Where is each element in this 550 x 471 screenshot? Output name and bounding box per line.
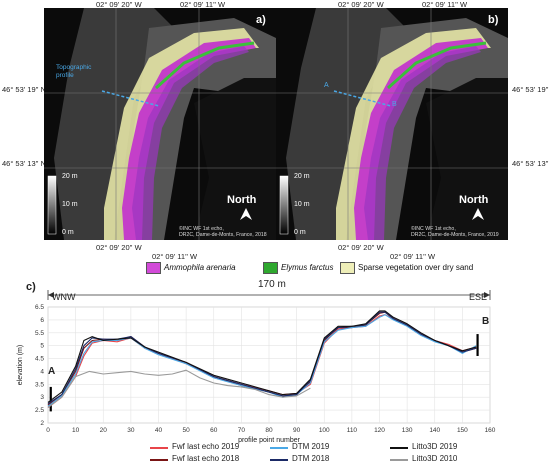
x-tick-label: 20: [100, 427, 108, 434]
scalebar-b-bot: 0 m: [294, 229, 306, 236]
y-tick-label: 2.5: [35, 407, 44, 414]
x-tick-label: 70: [238, 427, 246, 434]
span-arrow-left-head: [48, 292, 54, 298]
legend-series-label: Fwf last echo 2018: [172, 454, 240, 463]
legend-label-ammophila: Ammophila arenaria: [164, 263, 236, 272]
x-tick-label: 60: [210, 427, 218, 434]
chart-mark-a: A: [48, 366, 56, 377]
coord-top-b-left: 02° 09' 20'' W: [338, 0, 384, 9]
chart-mark-b: B: [482, 316, 490, 327]
x-tick-label: 160: [485, 427, 496, 434]
credit-b: ©INC WF 1st echo, DR2C, Dame-de-Monts, F…: [411, 226, 499, 238]
y-axis-label: elevation (m): [17, 345, 24, 385]
legend-line-swatch: [270, 447, 288, 449]
dir-right-label: ESE: [469, 292, 488, 302]
y-tick-label: 6.5: [35, 304, 44, 311]
x-axis-label: profile point number: [238, 437, 301, 444]
scalebar-a-bot: 0 m: [62, 229, 74, 236]
x-tick-label: 40: [155, 427, 163, 434]
scalebar-b-mid: 10 m: [294, 201, 310, 208]
series-line-3: [47, 311, 477, 405]
panel-b-letter: b): [488, 14, 499, 26]
map-b-mark-b: B: [392, 101, 397, 108]
credit-a: ©INC WF 1st echo, DR2C, Dame-de-Monts, F…: [179, 226, 267, 238]
legend-swatch-sparse: [340, 262, 355, 274]
map-panel-b-image: [276, 8, 508, 240]
legend-swatch-elymus: [263, 262, 278, 274]
legend-line-swatch: [270, 459, 288, 461]
north-label-b: North: [459, 194, 489, 206]
x-tick-label: 120: [374, 427, 385, 434]
legend-swatch-ammophila: [146, 262, 161, 274]
y-tick-label: 5: [40, 343, 44, 350]
series-line-2: [47, 314, 477, 407]
y-tick-label: 4: [40, 368, 44, 375]
x-tick-label: 0: [46, 427, 50, 434]
scalebar-a-top: 20 m: [62, 173, 78, 180]
legend-label-elymus: Elymus farctus: [281, 263, 334, 272]
y-tick-label: 2: [40, 420, 44, 427]
x-tick-label: 100: [319, 427, 330, 434]
legend-series-label: Litto3D 2010: [412, 454, 458, 463]
x-tick-label: 110: [347, 427, 358, 434]
lat-label-north-left: 46° 53' 19'' N: [2, 85, 46, 94]
y-tick-label: 6: [40, 317, 44, 324]
span-arrow-right-head: [484, 292, 490, 298]
scalebar-b-top: 20 m: [294, 173, 310, 180]
x-tick-label: 30: [127, 427, 135, 434]
lat-label-south-left: 46° 53' 13'' N: [2, 159, 46, 168]
lat-label-north-right: 46° 53' 19'' N: [512, 85, 550, 94]
north-label-a: North: [227, 194, 257, 206]
y-tick-label: 4.5: [35, 356, 44, 363]
legend-series-label: DTM 2018: [292, 454, 330, 463]
series-line-5: [47, 369, 311, 408]
legend-line-swatch: [390, 447, 408, 449]
map-panel-a: a) Topographic profile 20 m 10 m 0 m Nor…: [44, 8, 276, 240]
map-panel-a-image: [44, 8, 276, 240]
coord-top-b-right: 02° 09' 11'' W: [422, 0, 468, 9]
legend-label-sparse: Sparse vegetation over dry sand: [358, 263, 474, 272]
legend-series-label: DTM 2019: [292, 442, 330, 451]
series-line-4: [47, 310, 477, 403]
x-tick-label: 130: [402, 427, 413, 434]
x-tick-label: 50: [183, 427, 191, 434]
y-tick-label: 5.5: [35, 330, 44, 337]
y-tick-label: 3: [40, 394, 44, 401]
profile-label: Topographic profile: [56, 64, 92, 79]
coord-bottom-a-right: 02° 09' 11'' W: [152, 252, 198, 261]
legend-series-label: Litto3D 2019: [412, 442, 458, 451]
y-tick-label: 3.5: [35, 381, 44, 388]
coord-bottom-b-right: 02° 09' 11'' W: [390, 252, 436, 261]
x-tick-label: 90: [293, 427, 301, 434]
coord-bottom-a-left: 02° 09' 20'' W: [96, 243, 142, 252]
x-tick-label: 10: [72, 427, 80, 434]
legend-line-swatch: [150, 447, 168, 449]
chart-legend: Fwf last echo 2019 Fwf last echo 2018 DTM …: [0, 440, 550, 471]
x-tick-label: 150: [457, 427, 468, 434]
coord-top-a-left: 02° 09' 20'' W: [96, 0, 142, 9]
coord-bottom-b-left: 02° 09' 20'' W: [338, 243, 384, 252]
span-label: 170 m: [258, 279, 286, 290]
panel-a-letter: a): [256, 14, 266, 26]
map-b-mark-a: A: [324, 82, 329, 89]
panel-c-letter: c): [26, 281, 36, 293]
lat-label-south-right: 46° 53' 13'' N: [512, 159, 550, 168]
x-tick-label: 80: [265, 427, 273, 434]
map-panel-b: b) A B 20 m 10 m 0 m North ©INC WF 1st e…: [276, 8, 508, 240]
dir-left-label: WNW: [52, 292, 76, 302]
legend-line-swatch: [390, 459, 408, 461]
scalebar-a-mid: 10 m: [62, 201, 78, 208]
legend-line-swatch: [150, 459, 168, 461]
legend-series-label: Fwf last echo 2019: [172, 442, 240, 451]
coord-top-a-right: 02° 09' 11'' W: [180, 0, 226, 9]
profile-chart: 2 2.5 3 3.5 4 4.5 5 5.5 6 6.5 0 10 20 30 40 50 60 70 80 90 1…: [17, 290, 496, 444]
x-tick-label: 140: [429, 427, 440, 434]
